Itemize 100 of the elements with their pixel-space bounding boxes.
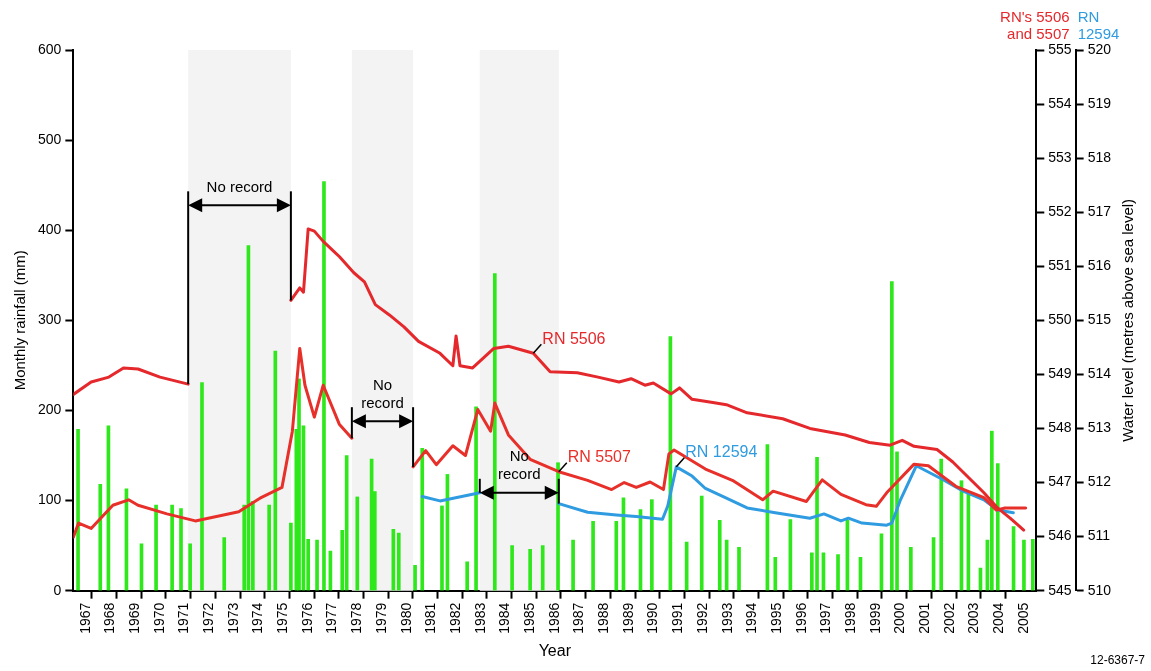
y3-axis-title: Water level (metres above sea level): [1119, 198, 1137, 442]
x-tick-label: 1975: [274, 602, 291, 634]
bar: [510, 545, 514, 591]
x-tick-label: 1968: [101, 602, 118, 634]
bar: [344, 455, 349, 591]
x-tick-label: 1972: [200, 602, 217, 634]
x-tick-label: 1987: [570, 602, 587, 634]
y3-tick-label: 516: [1087, 257, 1112, 274]
y2-tick-label: 555: [1048, 40, 1072, 57]
bar: [717, 520, 722, 591]
bar: [1031, 538, 1035, 591]
x-tick-label: 1988: [595, 602, 612, 634]
bar: [614, 520, 619, 591]
x-tick-label: 1979: [372, 602, 389, 634]
y2-tick-label: 547: [1048, 473, 1072, 490]
x-tick-label: 1997: [817, 602, 834, 634]
y2-tick-label: 552: [1048, 203, 1072, 220]
bar: [995, 463, 1000, 591]
bar: [76, 429, 80, 591]
x-tick-label: 1976: [298, 602, 315, 634]
bar: [200, 382, 204, 591]
bar: [267, 504, 271, 591]
bar: [322, 181, 326, 591]
y3-tick-label: 513: [1087, 419, 1112, 436]
bar: [179, 508, 183, 591]
y3-tick-label: 520: [1087, 40, 1112, 57]
bar: [420, 447, 425, 591]
x-tick-label: 1992: [693, 602, 710, 634]
bar: [909, 547, 913, 591]
bar: [990, 430, 994, 591]
bar: [939, 458, 944, 591]
y3-tick-label: 517: [1087, 203, 1112, 220]
bar: [154, 504, 158, 591]
bar: [315, 539, 319, 591]
bar: [98, 484, 103, 591]
x-tick-label: 2005: [1014, 602, 1031, 634]
y3-tick-label: 511: [1087, 527, 1111, 544]
x-tick-label: 1980: [397, 602, 414, 634]
y-tick-label: 500: [38, 130, 62, 147]
bar: [396, 532, 401, 591]
bar: [465, 561, 469, 591]
series-label: RN 5507: [567, 448, 632, 466]
bar: [222, 537, 227, 591]
bar: [170, 504, 174, 591]
bar: [528, 548, 532, 591]
bar: [650, 499, 654, 591]
bar: [836, 554, 840, 591]
bar: [773, 556, 778, 591]
x-tick-label: 1982: [446, 602, 463, 634]
y2-tick-label: 548: [1048, 419, 1072, 436]
series-label: RN 5506: [542, 329, 606, 347]
x-tick-label: 1971: [175, 602, 192, 634]
bar: [699, 495, 704, 591]
x-tick-label: 2003: [965, 602, 982, 634]
x-tick-label: 1996: [792, 602, 809, 634]
bar: [571, 539, 575, 591]
text: RN 12594: [1077, 8, 1121, 42]
x-axis-title: Year: [538, 641, 572, 659]
x-tick-label: 1991: [669, 602, 686, 634]
y3-tick-label: 515: [1087, 311, 1112, 328]
y2-tick-label: 554: [1048, 94, 1072, 111]
y2-tick-label: 545: [1048, 581, 1072, 598]
x-tick-label: 1995: [767, 602, 784, 634]
y-tick-label: 0: [53, 581, 62, 598]
bar: [737, 547, 741, 591]
bar: [273, 350, 278, 591]
x-tick-label: 1984: [496, 602, 513, 634]
x-tick-label: 1977: [323, 602, 340, 634]
x-tick-label: 1969: [125, 602, 142, 634]
y2-tick-label: 551: [1048, 257, 1072, 274]
band-label: No record: [498, 447, 541, 483]
y3-tick-label: 518: [1087, 148, 1112, 165]
x-tick-label: 2001: [916, 602, 933, 634]
x-tick-label: 2004: [990, 602, 1007, 634]
x-tick-label: 2002: [940, 602, 957, 634]
x-tick-label: 1989: [619, 602, 636, 634]
y2-tick-label: 553: [1048, 148, 1072, 165]
x-tick-label: 1986: [545, 602, 562, 634]
y3-tick-label: 514: [1087, 365, 1112, 382]
x-tick-label: 1974: [249, 602, 266, 634]
x-tick-label: 1994: [743, 602, 760, 634]
band-label: No record: [206, 177, 273, 195]
x-tick-label: 2000: [891, 602, 908, 634]
x-tick-label: 1981: [422, 602, 439, 634]
bar: [297, 378, 301, 591]
x-tick-label: 1978: [348, 602, 365, 634]
y-tick-label: 400: [38, 221, 62, 238]
y-tick-label: 600: [38, 40, 62, 57]
bar: [591, 520, 595, 591]
bar: [540, 545, 545, 591]
bar: [440, 505, 444, 591]
y2-tick-label: 550: [1048, 311, 1072, 328]
x-tick-label: 1999: [866, 602, 883, 634]
x-tick-label: 1985: [520, 602, 537, 634]
y2-tick-label: 546: [1048, 527, 1072, 544]
bar: [413, 565, 417, 591]
x-tick-label: 1998: [841, 602, 858, 634]
x-tick-label: 1983: [471, 602, 488, 634]
y2-tick-label: 549: [1048, 365, 1072, 382]
text: RN's 5506 and 5507: [999, 8, 1070, 42]
